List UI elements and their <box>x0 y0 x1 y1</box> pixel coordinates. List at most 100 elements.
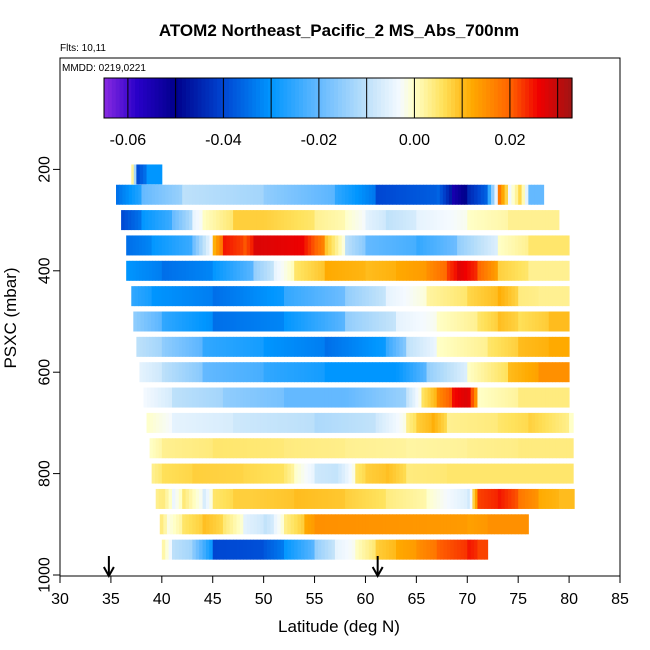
heatmap-cell <box>284 488 288 509</box>
heatmap-cell <box>142 235 146 256</box>
heatmap-cell <box>185 260 190 281</box>
heatmap-cell <box>161 539 166 560</box>
heatmap-cell <box>219 488 224 509</box>
heatmap-cell <box>165 412 170 433</box>
heatmap-cell <box>416 260 421 281</box>
heatmap-cell <box>494 235 499 256</box>
heatmap-cell <box>436 362 441 383</box>
heatmap-cell <box>280 488 285 509</box>
heatmap-cell <box>147 387 152 408</box>
heatmap-cell <box>267 286 271 307</box>
heatmap-cell <box>192 539 197 560</box>
heatmap-cell <box>331 438 336 459</box>
heatmap-cell <box>243 463 248 484</box>
heatmap-cell <box>260 412 265 433</box>
heatmap-cell <box>243 514 248 535</box>
heatmap-cell <box>409 514 414 535</box>
heatmap-cell <box>525 463 530 484</box>
heatmap-cell <box>484 539 489 560</box>
heatmap-cell <box>436 336 441 357</box>
heatmap-cell <box>429 336 434 357</box>
heatmap-cell <box>565 336 570 357</box>
heatmap-cell <box>273 412 278 433</box>
heatmap-cell <box>518 488 523 509</box>
heatmap-cell <box>455 387 459 408</box>
heatmap-cell <box>518 260 523 281</box>
heatmap-cell <box>246 362 251 383</box>
heatmap-cell <box>446 235 451 256</box>
heatmap-cell <box>195 260 200 281</box>
colorbar-swatch <box>256 78 261 118</box>
colorbar-swatch <box>560 78 565 118</box>
heatmap-cell <box>382 235 387 256</box>
heatmap-cell <box>450 438 455 459</box>
heatmap-cell <box>178 463 183 484</box>
heatmap-cell <box>514 412 519 433</box>
heatmap-cell <box>423 235 428 256</box>
heatmap-cell <box>216 336 221 357</box>
heatmap-cell <box>280 184 285 205</box>
heatmap-cell <box>267 463 271 484</box>
heatmap-cell <box>504 210 509 231</box>
heatmap-cell <box>195 311 200 332</box>
heatmap-cell <box>382 260 387 281</box>
heatmap-cell <box>474 463 478 484</box>
heatmap-cell <box>345 438 349 459</box>
heatmap-cell <box>501 387 506 408</box>
heatmap-cell <box>212 184 217 205</box>
heatmap-cell <box>419 210 424 231</box>
heatmap-cell <box>317 438 322 459</box>
heatmap-cell <box>164 387 169 408</box>
heatmap-cell <box>338 210 343 231</box>
heatmap-cell <box>552 362 557 383</box>
heatmap-cell <box>205 438 210 459</box>
heatmap-cell <box>445 387 450 408</box>
heatmap-cell <box>144 184 149 205</box>
heatmap-cell <box>416 235 421 256</box>
heatmap-cell <box>151 311 156 332</box>
heatmap-cell <box>151 210 156 231</box>
heatmap-cell <box>535 311 540 332</box>
heatmap-cell <box>446 311 451 332</box>
heatmap-cell <box>552 488 557 509</box>
heatmap-cell <box>267 438 271 459</box>
colorbar-swatch <box>564 78 569 118</box>
y-tick-label: 200 <box>37 156 54 183</box>
colorbar-swatch <box>377 78 382 118</box>
heatmap-cell <box>165 286 170 307</box>
colorbar-swatch <box>275 78 281 118</box>
colorbar-swatch <box>318 78 323 118</box>
heatmap-cell <box>144 210 149 231</box>
heatmap-cell <box>158 488 163 509</box>
heatmap-cell <box>433 488 438 509</box>
heatmap-cell <box>362 286 366 307</box>
colorbar-swatch <box>326 78 331 118</box>
heatmap-cell <box>396 387 400 408</box>
heatmap-cell <box>287 336 292 357</box>
heatmap-cell <box>409 412 414 433</box>
heatmap-cell <box>518 336 523 357</box>
heatmap-cell <box>424 387 429 408</box>
heatmap-cell <box>514 311 519 332</box>
heatmap-cell <box>277 362 282 383</box>
heatmap-cell <box>487 286 492 307</box>
heatmap-cell <box>470 286 475 307</box>
heatmap-cell <box>484 336 489 357</box>
heatmap-cell <box>185 362 190 383</box>
heatmap-cell <box>562 412 567 433</box>
heatmap-cell <box>423 362 428 383</box>
heatmap-cell <box>426 539 431 560</box>
heatmap-cell <box>406 235 411 256</box>
heatmap-cell <box>122 184 127 205</box>
heatmap-cell <box>440 210 445 231</box>
heatmap-cell <box>324 311 329 332</box>
heatmap-cell <box>389 235 394 256</box>
heatmap-cell <box>446 539 451 560</box>
heatmap-cell <box>175 387 180 408</box>
heatmap-cell <box>192 438 197 459</box>
heatmap-cell <box>528 387 533 408</box>
heatmap-cell <box>263 488 268 509</box>
heatmap-cell <box>161 438 166 459</box>
heatmap-cell <box>372 336 377 357</box>
heatmap-cell <box>188 362 193 383</box>
